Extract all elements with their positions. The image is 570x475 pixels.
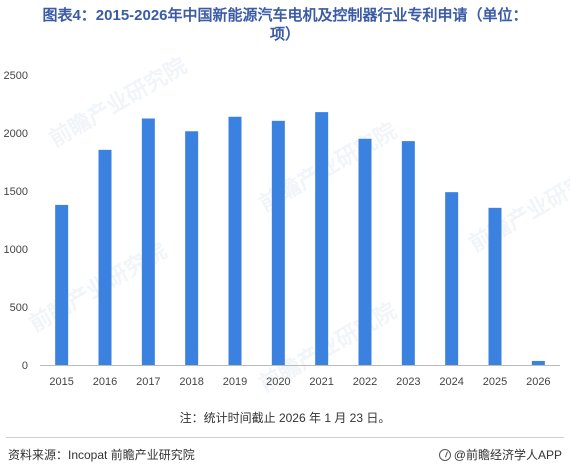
brand-text: @前瞻经济学人APP: [453, 448, 562, 462]
chart-title-line2: 项）: [269, 26, 300, 43]
bar-2020: [271, 120, 285, 365]
x-tick-label: 2018: [179, 376, 203, 388]
x-tick-label: 2017: [136, 376, 160, 388]
x-tick-label: 2021: [309, 376, 333, 388]
brand-logo-icon: [438, 448, 451, 461]
bar-2021: [315, 112, 329, 365]
bar-chart: 0 500 1000 1500 2000 2500 2015 2016 2017 2018 2019…: [4, 70, 560, 388]
bar-2023: [401, 141, 415, 365]
y-tick-label: 0: [22, 360, 28, 372]
y-tick-label: 2500: [4, 70, 28, 82]
x-tick-label: 2026: [526, 376, 550, 388]
y-tick-label: 1500: [4, 186, 28, 198]
source-text: 资料来源：Incopat 前瞻产业研究院: [8, 448, 195, 462]
footnote: 注：统计时间截止 2026 年 1 月 23 日。: [179, 411, 391, 425]
bar-2016: [98, 149, 112, 365]
x-tick-label: 2024: [439, 376, 463, 388]
bar-2019: [228, 116, 242, 365]
footer-divider: [6, 437, 564, 438]
y-tick-label: 2000: [4, 128, 28, 140]
bar-2017: [141, 118, 155, 365]
y-tick-label: 1000: [4, 244, 28, 256]
x-tick-label: 2022: [353, 376, 377, 388]
bar-2018: [185, 131, 199, 365]
bar-2022: [358, 138, 372, 365]
y-tick-label: 500: [10, 302, 28, 314]
chart-title-line1: 图表4：2015-2026年中国新能源汽车电机及控制器行业专利申请（单位：: [42, 7, 528, 24]
x-tick-label: 2025: [483, 376, 507, 388]
bar-2025: [488, 207, 502, 365]
brand: @前瞻经济学人APP: [438, 446, 562, 463]
bar-2026: [531, 360, 545, 365]
x-tick-label: 2016: [93, 376, 117, 388]
x-tick-label: 2019: [223, 376, 247, 388]
x-tick-label: 2020: [266, 376, 290, 388]
bar-2024: [445, 192, 459, 365]
chart-title: 图表4：2015-2026年中国新能源汽车电机及控制器行业专利申请（单位： 项）: [0, 6, 570, 44]
x-tick-label: 2023: [396, 376, 420, 388]
bar-2015: [55, 204, 69, 365]
x-tick-label: 2015: [49, 376, 73, 388]
